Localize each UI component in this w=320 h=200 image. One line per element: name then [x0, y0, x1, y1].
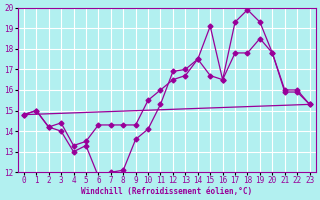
X-axis label: Windchill (Refroidissement éolien,°C): Windchill (Refroidissement éolien,°C)	[81, 187, 252, 196]
